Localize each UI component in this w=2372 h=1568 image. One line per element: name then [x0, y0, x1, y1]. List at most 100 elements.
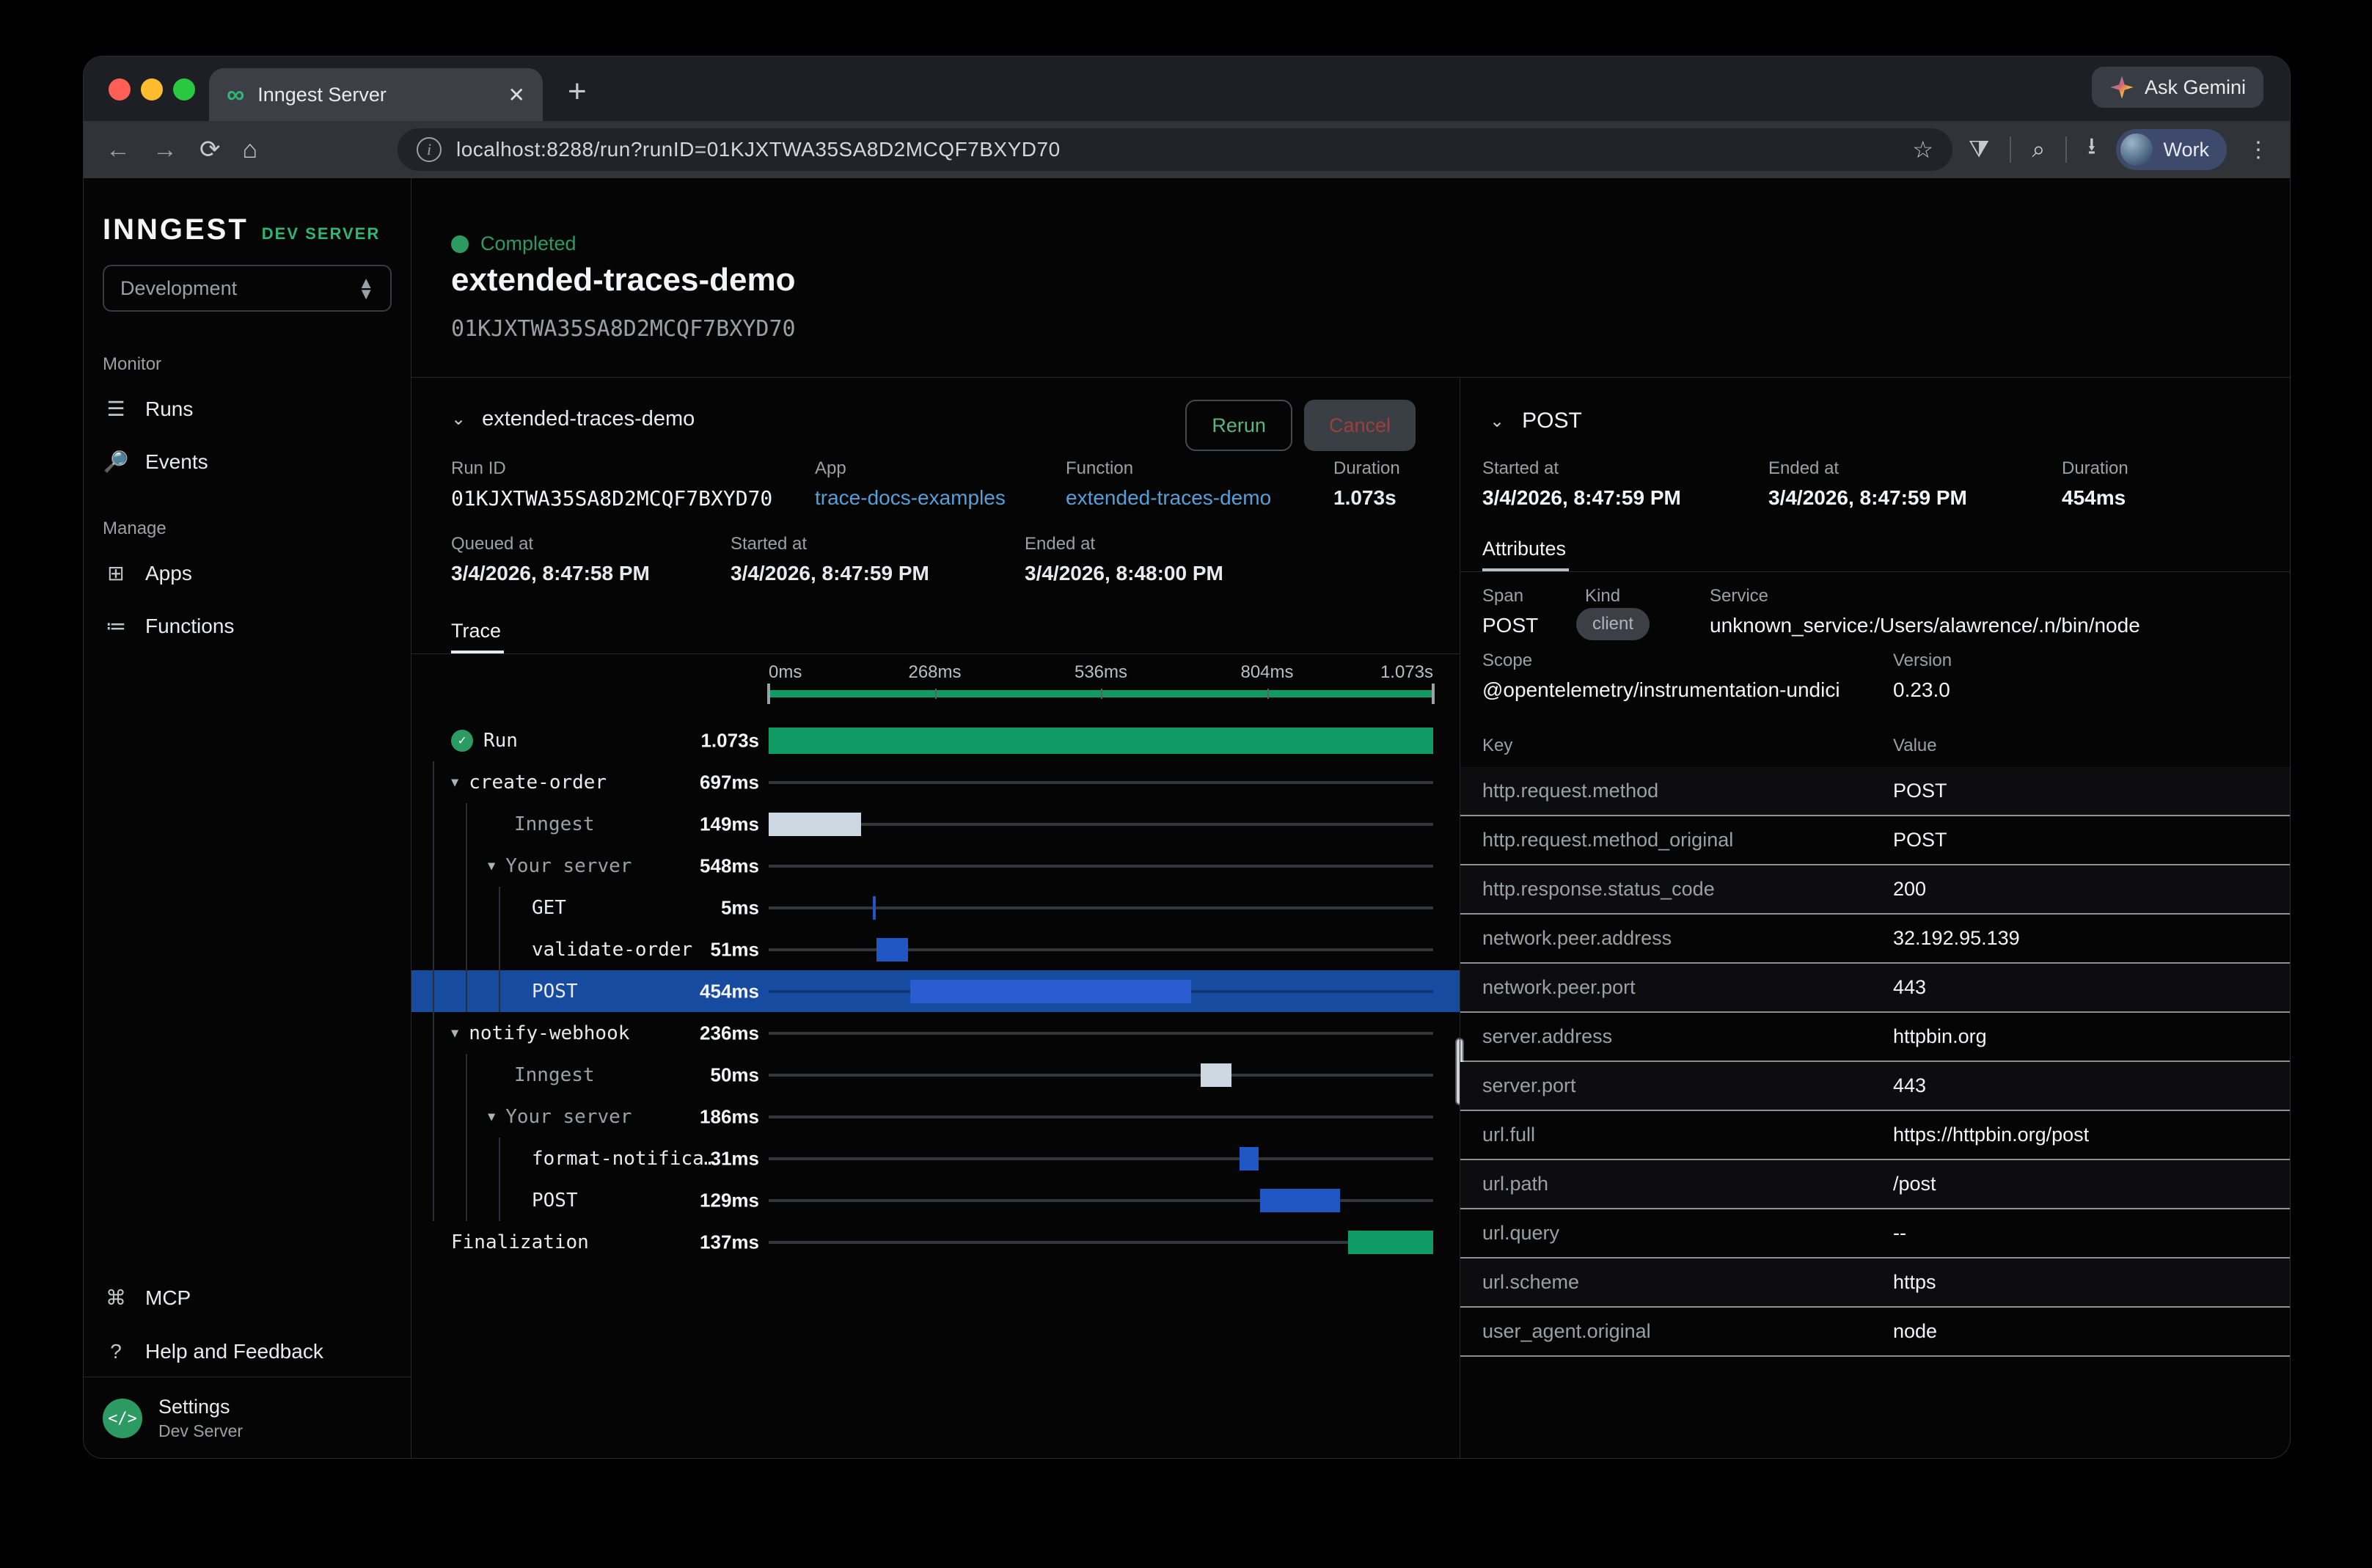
- span-header[interactable]: ⌄ POST: [1490, 409, 1582, 433]
- timeline-track: [769, 1031, 1433, 1035]
- reload-icon[interactable]: ⟳: [200, 136, 221, 164]
- trace-row-notify-webhook[interactable]: ▼ notify-webhook 236ms: [411, 1012, 1460, 1054]
- main-content: Completed extended-traces-demo 01KJXTWA3…: [411, 178, 2290, 1458]
- sidebar-item-settings[interactable]: </> Settings Dev Server: [103, 1396, 243, 1441]
- span-name: create-order: [469, 771, 607, 794]
- span-bar[interactable]: [876, 937, 908, 961]
- indent-guide: [433, 1096, 434, 1137]
- sidebar-item-events[interactable]: 🔎 Events: [103, 450, 208, 474]
- trace-row-create-order[interactable]: ▼ create-order 697ms: [411, 761, 1460, 803]
- span-started-label: Started at: [1482, 458, 1559, 478]
- ask-gemini-button[interactable]: Ask Gemini: [2091, 67, 2263, 108]
- trace-row-validate-order[interactable]: validate-order 51ms: [411, 928, 1460, 970]
- trace-row-post[interactable]: POST 454ms: [411, 970, 1460, 1012]
- trace-row-inngest[interactable]: Inngest 149ms: [411, 803, 1460, 845]
- trace-row-inngest[interactable]: Inngest 50ms: [411, 1054, 1460, 1096]
- trace-panel: ⌄ extended-traces-demo Rerun Cancel Run …: [411, 378, 1464, 1458]
- span-bar[interactable]: [1259, 1188, 1340, 1212]
- sidebar-item-label: Runs: [145, 397, 194, 420]
- browser-tab[interactable]: ∞ Inngest Server ✕: [209, 68, 543, 121]
- home-icon[interactable]: ⌂: [242, 135, 258, 164]
- attribute-key: http.request.method_original: [1482, 829, 1734, 851]
- attribute-value: httpbin.org: [1893, 1025, 1987, 1047]
- trace-row-your-server[interactable]: ▼ Your server 548ms: [411, 845, 1460, 887]
- span-bar[interactable]: [872, 895, 876, 920]
- back-icon[interactable]: ←: [106, 135, 131, 164]
- trace-header[interactable]: ⌄ extended-traces-demo: [451, 407, 695, 431]
- window-minimize-button[interactable]: [141, 78, 163, 100]
- span-label: Inngest: [514, 813, 595, 835]
- profile-chip[interactable]: Work: [2116, 129, 2227, 170]
- bookmark-star-icon[interactable]: ☆: [1912, 136, 1933, 163]
- site-info-icon[interactable]: i: [417, 137, 442, 162]
- span-bar[interactable]: [1348, 1230, 1433, 1254]
- chevron-down-icon[interactable]: ⌄: [1490, 411, 1505, 431]
- toolbar-right: ⧩ ⌕ ⭳ Work ⋮: [1969, 121, 2290, 178]
- sidebar-item-runs[interactable]: ☰ Runs: [103, 397, 193, 421]
- tab-trace[interactable]: Trace: [451, 620, 502, 642]
- trace-row-finalization[interactable]: Finalization 137ms: [411, 1221, 1460, 1263]
- span-label: Finalization: [451, 1231, 589, 1253]
- span-label: POST: [532, 1190, 578, 1212]
- trace-row-format-notifica-[interactable]: format-notifica… 31ms: [411, 1137, 1460, 1179]
- cancel-button[interactable]: Cancel: [1303, 400, 1416, 451]
- window-close-button[interactable]: [109, 78, 131, 100]
- tab-close-icon[interactable]: ✕: [508, 83, 525, 106]
- window-zoom-button[interactable]: [173, 78, 195, 100]
- indent-guide: [433, 928, 434, 970]
- attribute-key: url.query: [1482, 1222, 1560, 1244]
- span-duration: 137ms: [700, 1231, 759, 1253]
- span-bar[interactable]: [769, 812, 861, 836]
- collapse-caret-icon[interactable]: ▼: [488, 858, 496, 873]
- span-bar[interactable]: [1200, 1063, 1231, 1087]
- scope-value: @opentelemetry/instrumentation-undici: [1482, 678, 1840, 701]
- rerun-button[interactable]: Rerun: [1185, 400, 1292, 451]
- minimap-handle-right[interactable]: [1432, 684, 1435, 704]
- address-bar[interactable]: i localhost:8288/run?runID=01KJXTWA35SA8…: [398, 128, 1952, 171]
- environment-selector-value: Development: [120, 276, 238, 299]
- function-label: Function: [1066, 458, 1134, 478]
- url-text: localhost:8288/run?runID=01KJXTWA35SA8D2…: [456, 138, 1061, 161]
- trace-row-post[interactable]: POST 129ms: [411, 1179, 1460, 1221]
- sidebar-item-help[interactable]: ? Help and Feedback: [103, 1340, 323, 1363]
- browser-toolbar: ← → ⟳ ⌂ i localhost:8288/run?runID=01KJX…: [84, 121, 2290, 178]
- span-name: GET: [532, 896, 566, 919]
- sidebar-item-functions[interactable]: ≔ Functions: [103, 614, 234, 638]
- app-link[interactable]: trace-docs-examples: [815, 486, 1006, 509]
- axis-tick-label: 804ms: [1240, 662, 1294, 682]
- span-bar[interactable]: [769, 727, 1433, 754]
- environment-selector[interactable]: Development ▲ ▼: [103, 265, 392, 312]
- span-duration: 5ms: [720, 896, 759, 918]
- trace-row-your-server[interactable]: ▼ Your server 186ms: [411, 1096, 1460, 1137]
- span-duration: 548ms: [700, 854, 759, 876]
- trace-tab-underline: [451, 651, 504, 653]
- trace-row-run[interactable]: ✓ Run 1.073s: [411, 719, 1460, 761]
- span-bar[interactable]: [909, 979, 1191, 1003]
- attribute-value: 443: [1893, 1074, 1927, 1096]
- search-tabs-icon[interactable]: ⌕: [2032, 136, 2046, 162]
- indent-guide: [499, 1179, 500, 1221]
- collapse-caret-icon[interactable]: ▼: [451, 1025, 459, 1041]
- browser-menu-icon[interactable]: ⋮: [2247, 137, 2269, 162]
- attribute-value: POST: [1893, 780, 1947, 802]
- collapse-caret-icon[interactable]: ▼: [451, 774, 459, 790]
- trace-row-get[interactable]: GET 5ms: [411, 887, 1460, 928]
- indent-guide: [466, 1054, 467, 1096]
- minimap-handle-left[interactable]: [767, 684, 770, 704]
- sidebar-item-mcp[interactable]: ⌘ MCP: [103, 1286, 191, 1310]
- forward-icon[interactable]: →: [153, 135, 177, 164]
- tab-title: Inngest Server: [257, 83, 387, 106]
- chevron-down-icon[interactable]: ⌄: [451, 409, 466, 429]
- version-label: Version: [1893, 651, 1952, 670]
- span-bar[interactable]: [1239, 1146, 1259, 1170]
- downloads-icon[interactable]: ⭳: [2087, 133, 2096, 159]
- collapse-caret-icon[interactable]: ▼: [488, 1109, 496, 1124]
- extensions-icon[interactable]: ⧩: [1968, 136, 1990, 162]
- new-tab-button[interactable]: +: [568, 73, 587, 109]
- status-dot-icon: [451, 235, 469, 253]
- indent-guide: [433, 887, 434, 928]
- timeline-minimap[interactable]: [767, 684, 1435, 704]
- tab-attributes[interactable]: Attributes: [1482, 538, 1567, 560]
- sidebar-item-apps[interactable]: ⊞ Apps: [103, 561, 192, 585]
- function-link[interactable]: extended-traces-demo: [1066, 486, 1272, 509]
